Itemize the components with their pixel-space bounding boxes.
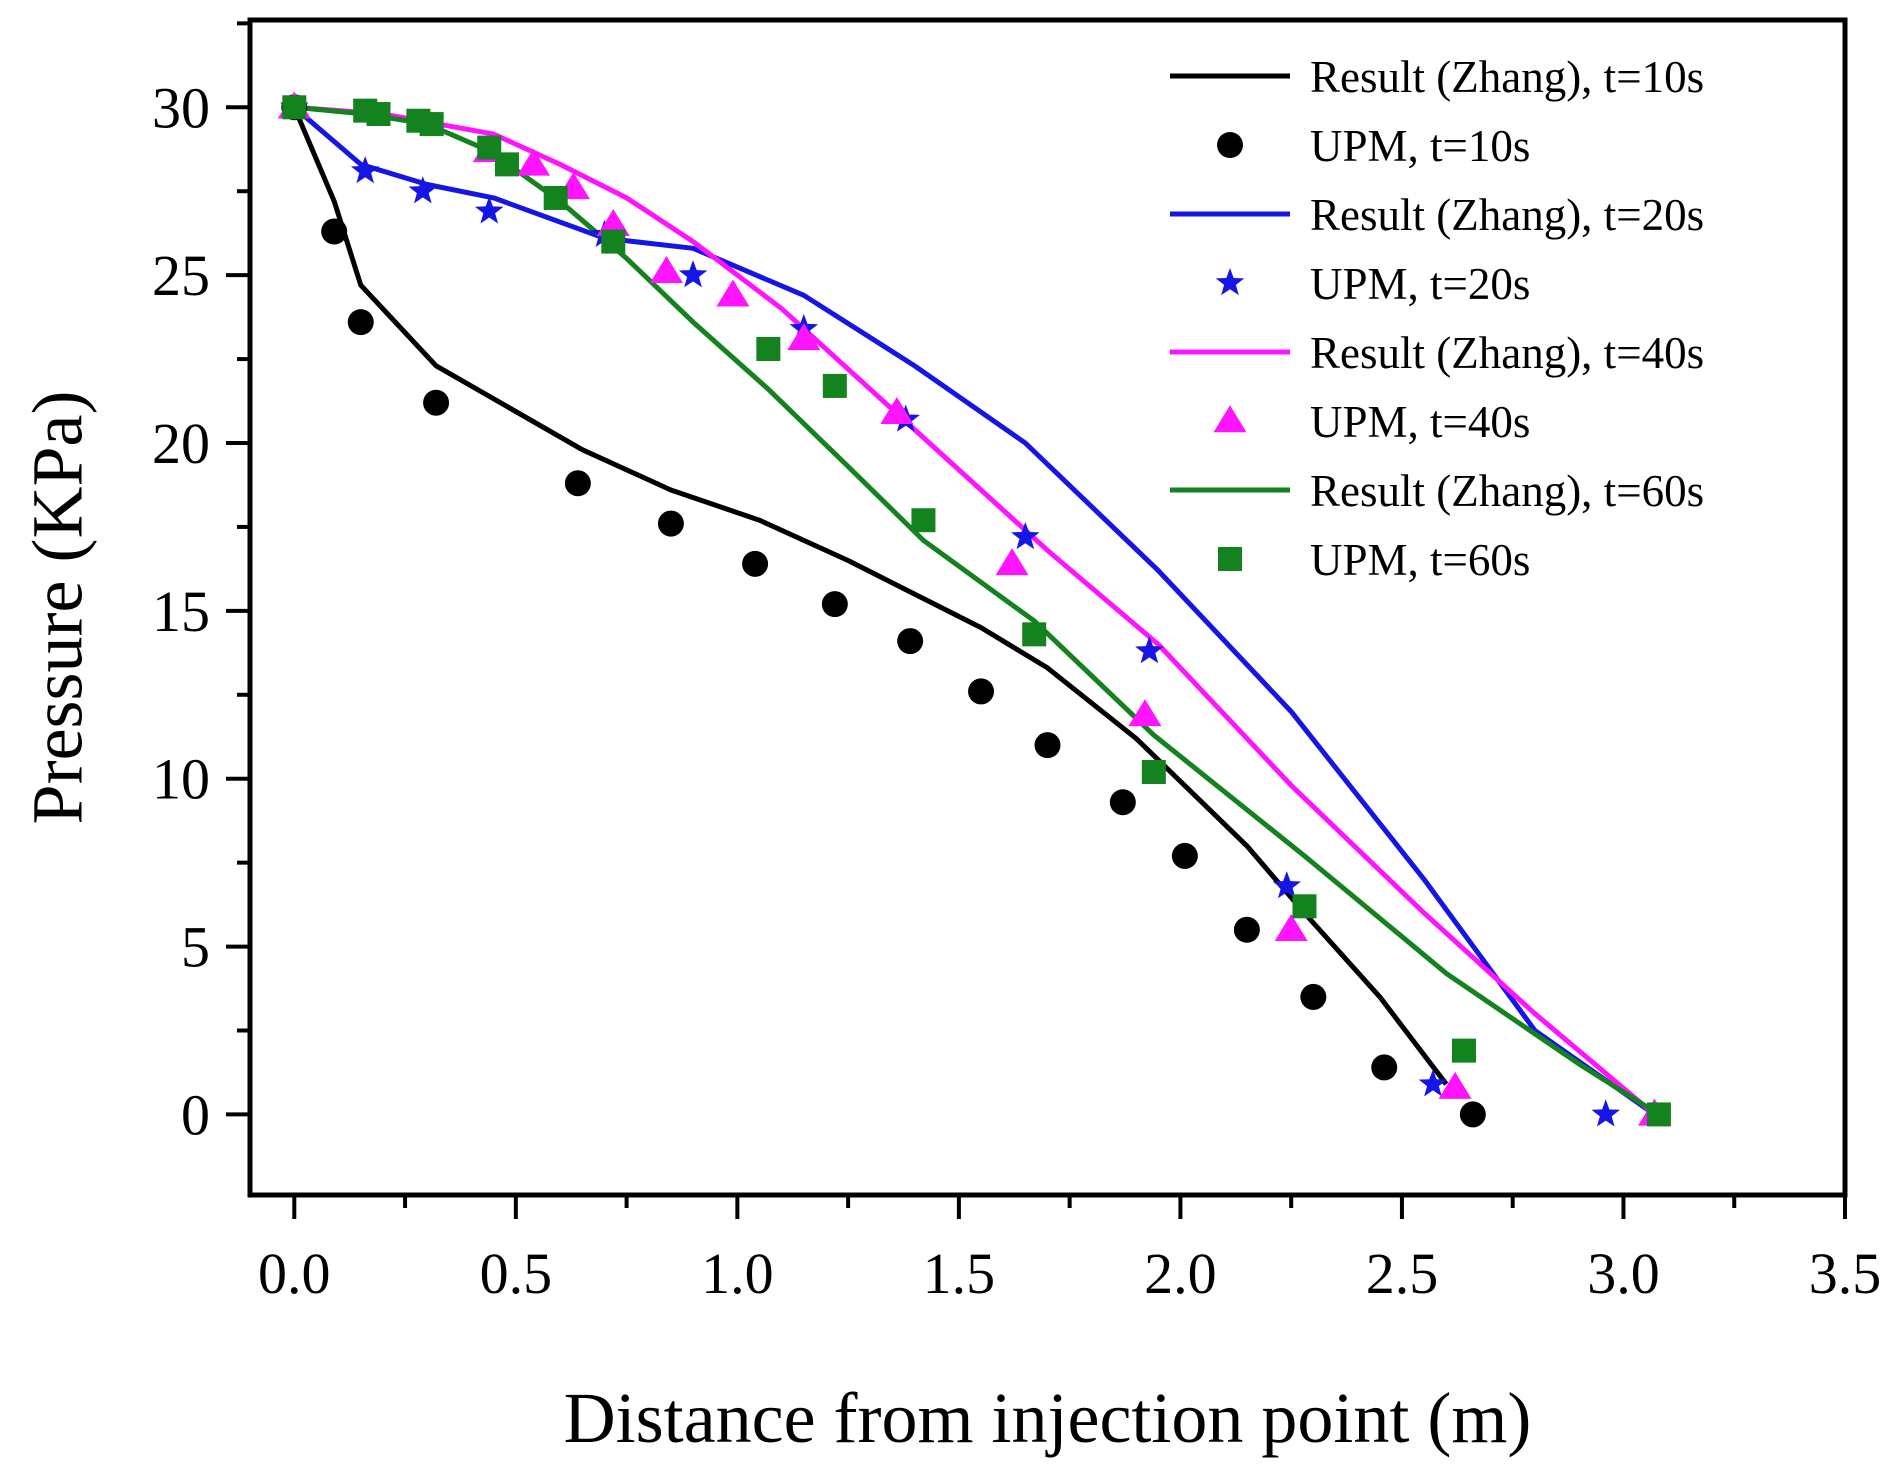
x-tick-label: 1.5 — [923, 1241, 996, 1306]
y-tick-label: 0 — [181, 1082, 210, 1147]
data-point-star — [474, 196, 504, 224]
data-point-circle — [1371, 1054, 1398, 1081]
y-tick-label: 5 — [181, 915, 210, 980]
x-tick-label: 2.5 — [1366, 1241, 1439, 1306]
legend-label: UPM, t=10s — [1310, 121, 1530, 171]
data-point-square — [366, 102, 391, 126]
y-tick-label: 20 — [152, 411, 210, 476]
data-point-triangle — [517, 148, 551, 176]
axis-ticks — [226, 21, 1847, 1219]
legend-label: Result (Zhang), t=40s — [1310, 328, 1704, 378]
data-point-square — [419, 112, 444, 137]
legend-label: Result (Zhang), t=20s — [1310, 190, 1704, 240]
data-point-square — [1292, 894, 1317, 919]
data-point-circle — [657, 510, 684, 537]
data-point-square — [494, 152, 519, 177]
data-point-star — [678, 260, 708, 288]
tick-labels: 0.0 0.5 1.0 1.5 2.0 2.5 3.0 3.5 0 5 10 15 20 25 30 — [152, 75, 1881, 1306]
legend-label: Result (Zhang), t=10s — [1310, 52, 1704, 102]
data-point-triangle — [596, 209, 630, 237]
x-tick-label: 3.0 — [1587, 1241, 1660, 1306]
legend-swatch-square — [1218, 547, 1242, 571]
data-point-square — [1141, 760, 1166, 784]
data-point-circle — [1233, 916, 1260, 943]
legend-swatch-triangle — [1213, 405, 1247, 433]
data-point-star — [1272, 871, 1302, 899]
data-point-square — [1646, 1102, 1671, 1127]
y-axis-title: Pressure (KPa) — [18, 391, 98, 825]
data-point-circle — [1459, 1101, 1486, 1128]
y-tick-label: 15 — [152, 579, 210, 644]
data-point-triangle — [787, 323, 821, 351]
data-point-triangle — [1438, 1071, 1472, 1099]
data-point-square — [756, 337, 781, 361]
data-point-circle — [1171, 842, 1198, 869]
data-point-square — [543, 185, 568, 210]
data-point-square — [282, 95, 307, 120]
data-point-circle — [1300, 983, 1327, 1010]
data-point-triangle — [995, 548, 1029, 576]
x-tick-label: 1.0 — [701, 1241, 774, 1306]
data-point-triangle — [716, 279, 750, 307]
y-tick-label: 10 — [152, 747, 210, 812]
series-line — [292, 105, 1656, 1117]
data-point-circle — [347, 309, 374, 336]
legend-swatch-circle — [1217, 132, 1243, 158]
data-point-circle — [968, 678, 995, 705]
data-point-triangle — [880, 397, 914, 425]
data-point-triangle — [649, 256, 683, 284]
data-point-star — [408, 176, 438, 204]
data-point-square — [1451, 1038, 1476, 1063]
y-tick-label: 25 — [152, 243, 210, 308]
data-point-square — [822, 373, 847, 398]
x-tick-label: 0.0 — [258, 1241, 331, 1306]
data-point-triangle — [1128, 699, 1162, 727]
data-point-star — [350, 156, 380, 184]
legend-swatch-star — [1215, 268, 1245, 296]
data-point-circle — [1109, 789, 1136, 816]
data-point-circle — [564, 470, 591, 497]
data-point-circle — [1034, 732, 1061, 759]
x-axis-title: Distance from injection point (m) — [564, 1378, 1532, 1458]
data-point-star — [1418, 1069, 1448, 1097]
legend-label: UPM, t=40s — [1310, 397, 1530, 447]
x-tick-label: 3.5 — [1809, 1241, 1882, 1306]
data-point-star — [1591, 1099, 1621, 1127]
series-markers — [277, 91, 1671, 1128]
legend: Result (Zhang), t=10s UPM, t=10s Result (Z… — [1170, 52, 1704, 585]
legend-label: UPM, t=20s — [1310, 259, 1530, 309]
series-line — [294, 104, 1657, 1117]
legend-label: UPM, t=60s — [1310, 535, 1530, 585]
data-point-circle — [897, 628, 924, 655]
data-point-square — [601, 229, 626, 254]
x-tick-label: 0.5 — [480, 1241, 553, 1306]
plot-frame — [247, 17, 1848, 1198]
data-point-square — [911, 508, 936, 533]
data-point-circle — [423, 389, 450, 416]
data-point-star — [1135, 636, 1164, 664]
data-point-circle — [742, 550, 769, 577]
x-tick-label: 2.0 — [1144, 1241, 1217, 1306]
y-tick-label: 30 — [152, 75, 210, 140]
data-point-circle — [321, 218, 348, 245]
data-point-triangle — [1274, 914, 1308, 942]
series-line — [294, 104, 1661, 1117]
data-point-star — [1011, 522, 1040, 550]
data-point-circle — [821, 591, 848, 618]
data-point-square — [1022, 622, 1047, 647]
legend-label: Result (Zhang), t=60s — [1310, 466, 1704, 516]
